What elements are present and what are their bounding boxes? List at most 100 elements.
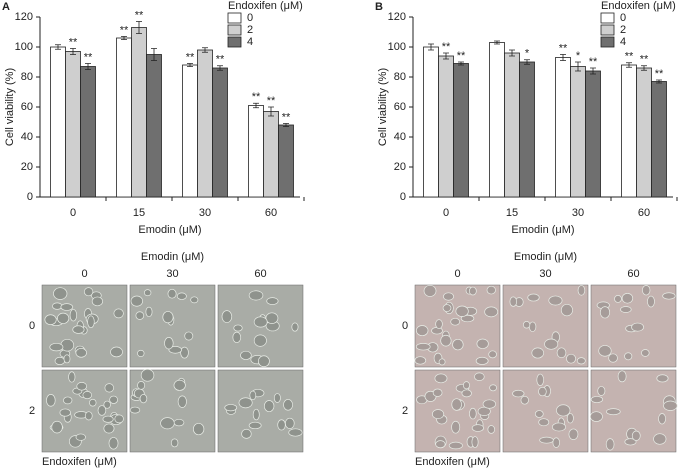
micrograph-column-label: 30 — [166, 268, 178, 280]
legend-title: Endoxifen (μM) — [228, 0, 303, 12]
bar — [116, 37, 132, 198]
micrograph — [502, 284, 589, 368]
significance-label: ** — [267, 95, 276, 107]
cell — [135, 311, 145, 320]
cell — [475, 356, 489, 365]
legend-label: 0 — [620, 12, 626, 24]
error-bar — [575, 61, 581, 72]
y-tick-label: 0 — [27, 191, 33, 203]
x-tick-label: 15 — [506, 207, 518, 219]
y-tick-label: 80 — [21, 71, 33, 83]
y-tick-label: 20 — [394, 161, 406, 173]
micrograph — [414, 284, 501, 368]
significance-label: ** — [559, 42, 568, 54]
cell — [164, 337, 174, 350]
cell — [435, 319, 443, 329]
x-tick-label: 30 — [199, 207, 211, 219]
cell — [221, 310, 233, 323]
y-tick-label: 60 — [394, 101, 406, 113]
cell — [522, 321, 531, 329]
cell — [544, 338, 559, 350]
cell — [566, 353, 576, 364]
cell — [653, 433, 667, 445]
cell — [566, 413, 574, 424]
cell — [621, 293, 634, 304]
cell — [435, 440, 446, 449]
bar — [182, 64, 198, 198]
cell — [249, 390, 257, 401]
significance-label: * — [525, 48, 530, 60]
legend-swatch — [600, 24, 615, 36]
cell — [471, 424, 485, 432]
cell — [488, 350, 497, 359]
legend-swatch — [600, 12, 615, 24]
cell — [176, 292, 187, 300]
bar — [570, 66, 586, 198]
micrograph-column-label: 60 — [254, 268, 266, 280]
micrograph-row-title: Endoxifen (μM) — [415, 456, 490, 468]
error-bar — [136, 21, 142, 34]
bar — [146, 54, 162, 198]
cell — [97, 405, 107, 416]
cell — [463, 381, 470, 390]
cell — [173, 418, 185, 427]
error-bar — [151, 48, 157, 61]
cell — [468, 286, 477, 296]
cell — [551, 422, 566, 432]
significance-label: * — [576, 50, 581, 62]
cell — [614, 295, 622, 303]
x-tick-label: 15 — [133, 207, 145, 219]
y-tick-label: 120 — [388, 11, 406, 23]
cell — [113, 308, 124, 319]
cell — [548, 295, 563, 306]
cell — [283, 399, 293, 411]
cell — [248, 421, 262, 430]
cell — [482, 399, 497, 409]
legend-swatch — [227, 24, 242, 36]
cell — [556, 404, 571, 417]
micrograph-row-label: 2 — [29, 405, 35, 417]
cell — [110, 346, 123, 358]
micrograph-column-label: 60 — [627, 268, 639, 280]
cell — [60, 303, 74, 311]
x-tick-label: 30 — [572, 207, 584, 219]
micrograph-row-label: 0 — [402, 320, 408, 332]
bar — [131, 27, 147, 198]
cell — [53, 287, 68, 300]
y-tick-label: 100 — [15, 41, 33, 53]
legend-label: 2 — [620, 24, 626, 36]
cell — [145, 306, 153, 318]
cell — [129, 406, 141, 414]
error-bar — [283, 123, 289, 127]
cell — [539, 436, 554, 444]
cell — [624, 438, 637, 446]
cell — [662, 292, 676, 300]
cell — [460, 314, 475, 323]
cell — [606, 408, 621, 416]
cell — [59, 408, 71, 417]
cell — [82, 391, 92, 400]
cell — [44, 314, 57, 325]
legend-swatch — [227, 36, 242, 48]
cell — [597, 386, 606, 396]
y-tick-label: 100 — [388, 41, 406, 53]
cell — [52, 302, 63, 310]
cell — [461, 389, 472, 398]
cell — [76, 381, 87, 391]
y-tick-label: 0 — [400, 191, 406, 203]
cell — [605, 438, 615, 451]
micrograph-column-title: Emodin (μM) — [514, 251, 577, 263]
cell — [192, 422, 205, 436]
cell — [598, 345, 612, 357]
error-bar — [509, 49, 515, 57]
micrograph-row-title: Endoxifen (μM) — [42, 456, 117, 468]
cell — [137, 381, 146, 390]
cell — [273, 393, 281, 403]
cell — [288, 428, 303, 437]
cell — [527, 293, 540, 302]
bar — [438, 55, 454, 198]
bar — [197, 49, 213, 198]
significance-label: ** — [69, 36, 78, 48]
cell — [241, 428, 252, 439]
cell — [72, 325, 85, 334]
